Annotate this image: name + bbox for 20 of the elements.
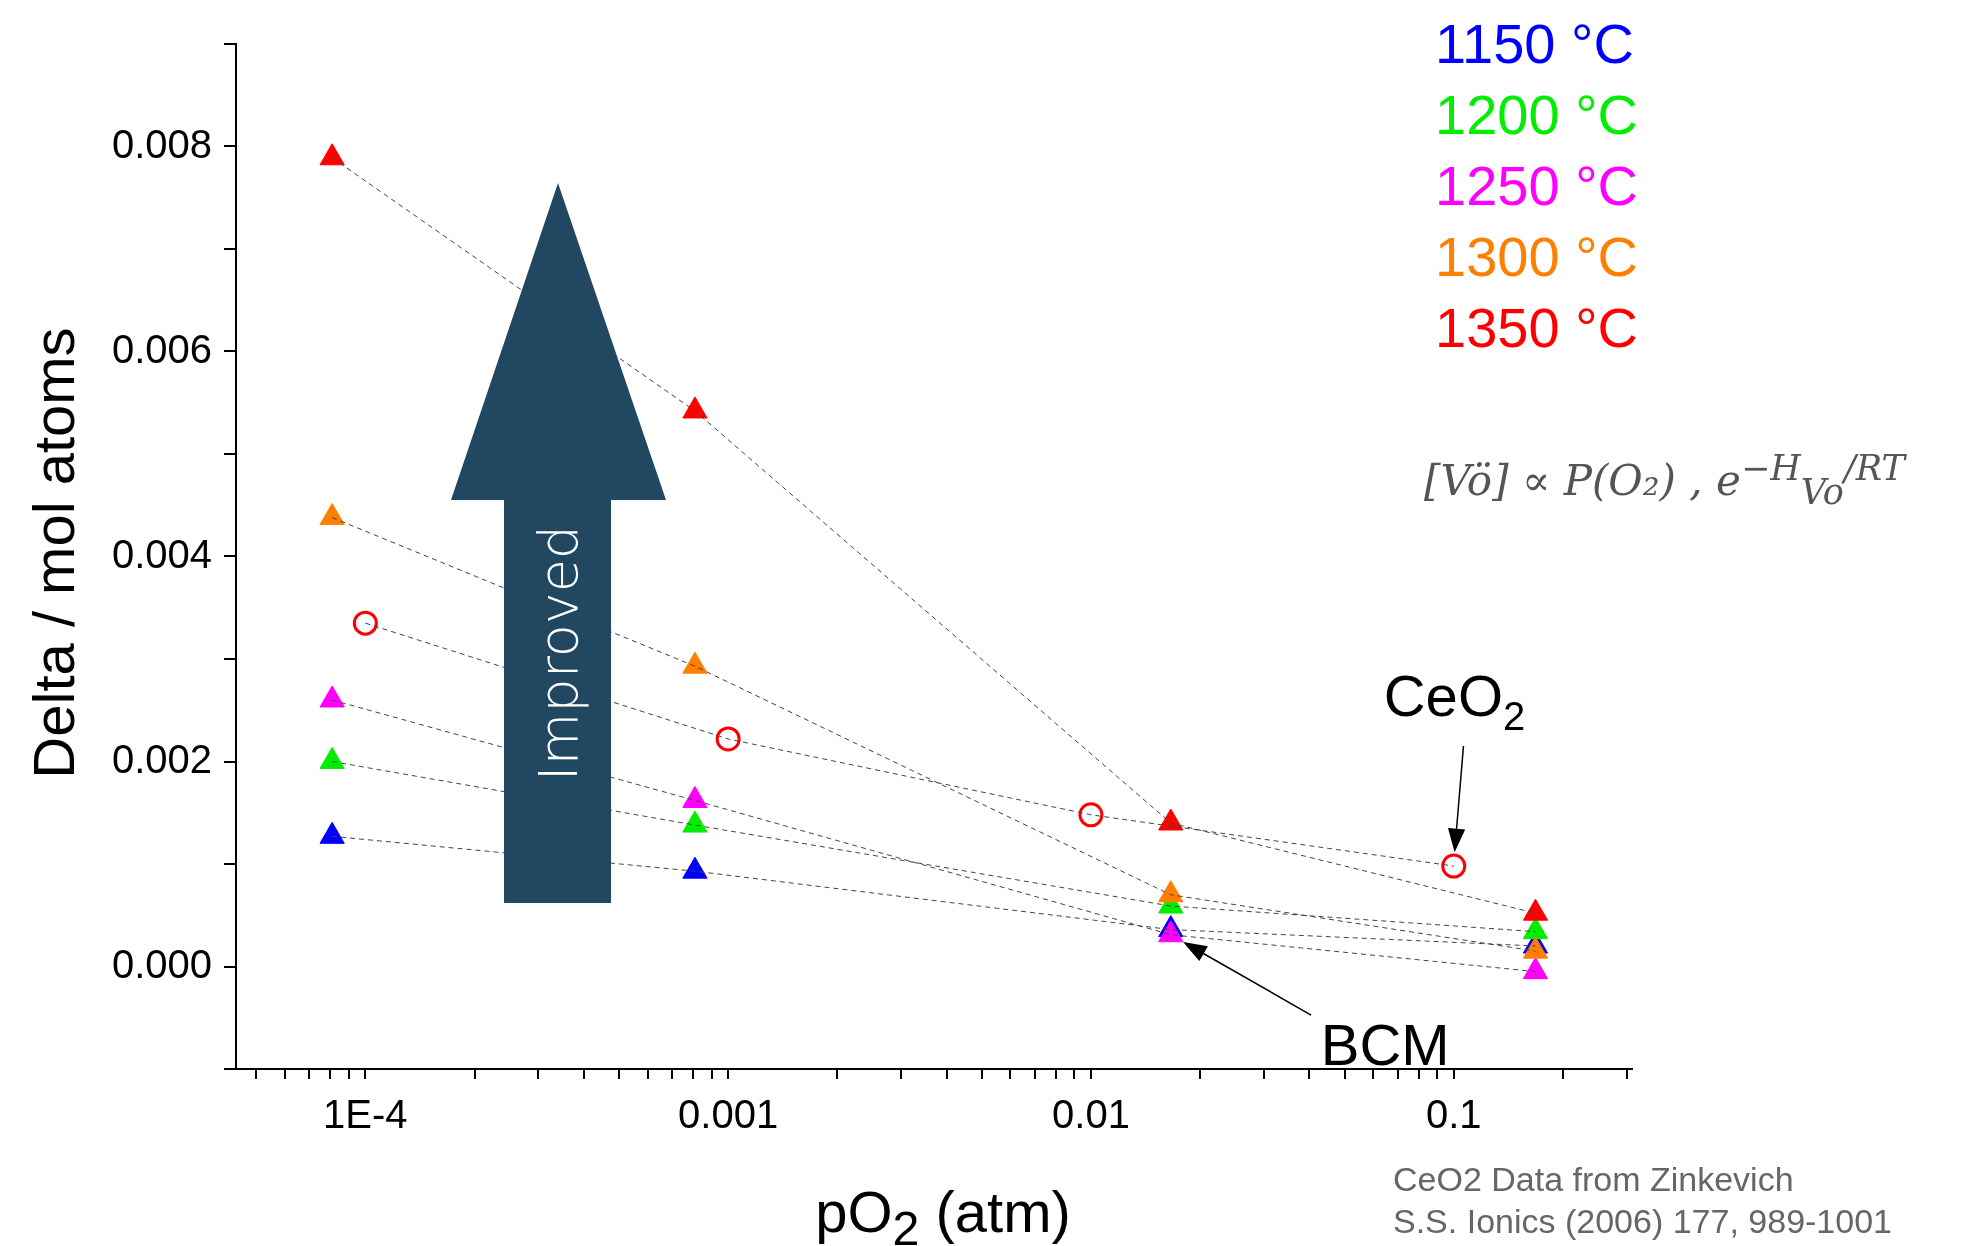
text: 1250 °C: [1435, 153, 1638, 219]
x-tick-label: 0.001: [678, 1092, 779, 1137]
text: CeO2 Data from Zinkevich: [1393, 1159, 1795, 1200]
y-tick-label: 0.004: [111, 531, 212, 576]
x-axis-title: pO$_{2}$ (atm): [815, 1178, 1071, 1246]
x-tick-label: 0.1: [1425, 1092, 1482, 1137]
text: 1150 °C: [1435, 11, 1635, 77]
x-tick-label: 1E-4: [323, 1092, 408, 1137]
y-tick-label: 0.002: [111, 736, 212, 781]
y-tick-label: 0.000: [111, 941, 212, 986]
annotation: Improved: [526, 524, 590, 782]
text: 1300 °C: [1435, 224, 1638, 290]
annotation: BCM: [1320, 1011, 1450, 1077]
text: 1350 °C: [1435, 295, 1638, 361]
text: S.S. Ionics (2006) 177, 989-1001: [1393, 1201, 1892, 1242]
y-axis-title: Delta / mol atoms: [19, 327, 87, 779]
x-tick-label: 0.01: [1052, 1092, 1130, 1137]
text: 1200 °C: [1435, 82, 1638, 148]
y-tick-label: 0.006: [111, 326, 212, 371]
y-tick-label: 0.008: [111, 121, 212, 166]
